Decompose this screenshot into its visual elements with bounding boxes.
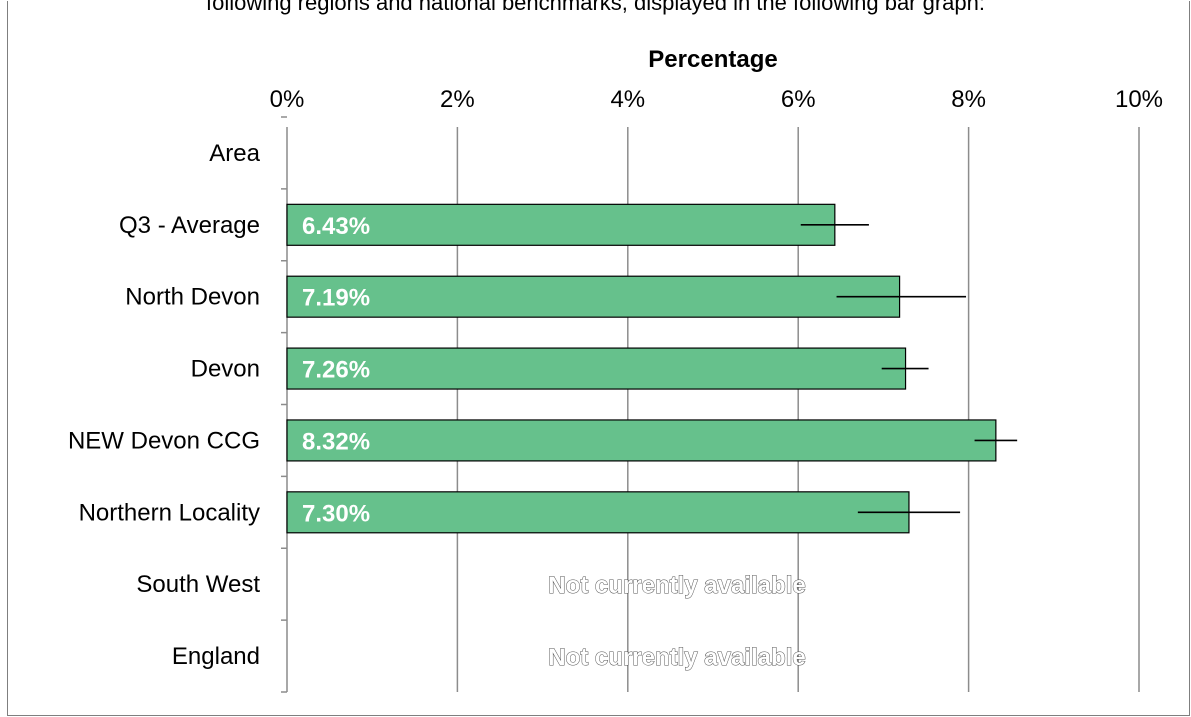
bar (286, 275, 901, 318)
x-tick-label: 10% (1115, 86, 1163, 113)
x-tick-label: 4% (610, 86, 645, 113)
category-label: Q3 - Average (119, 212, 260, 239)
bar-value-label: 7.30% (302, 500, 370, 527)
bar-value-label: 7.19% (302, 285, 370, 312)
bar (286, 419, 997, 462)
x-tick-label: 8% (951, 86, 986, 113)
category-label: Area (209, 140, 260, 167)
category-label: NEW Devon CCG (68, 427, 260, 454)
category-label: England (172, 643, 260, 670)
not-available-label: Not currently available (548, 644, 805, 671)
chart-frame (7, 1, 1190, 716)
x-tick-label: 2% (440, 86, 475, 113)
bar-value-label: 6.43% (302, 213, 370, 240)
bar (286, 203, 836, 246)
x-axis-title: Percentage (648, 46, 777, 73)
bar-value-label: 7.26% (302, 357, 370, 384)
not-available-label: Not currently available (548, 572, 805, 599)
category-label: Devon (191, 356, 260, 383)
category-label: Northern Locality (79, 499, 260, 526)
page-caption: following regions and national benchmark… (205, 0, 986, 15)
category-label: North Devon (125, 284, 260, 311)
bar (286, 347, 907, 390)
bar (286, 491, 910, 534)
bar-value-label: 8.32% (302, 428, 370, 455)
x-tick-label: 6% (781, 86, 816, 113)
x-tick-label: 0% (270, 86, 305, 113)
category-label: South West (136, 571, 260, 598)
